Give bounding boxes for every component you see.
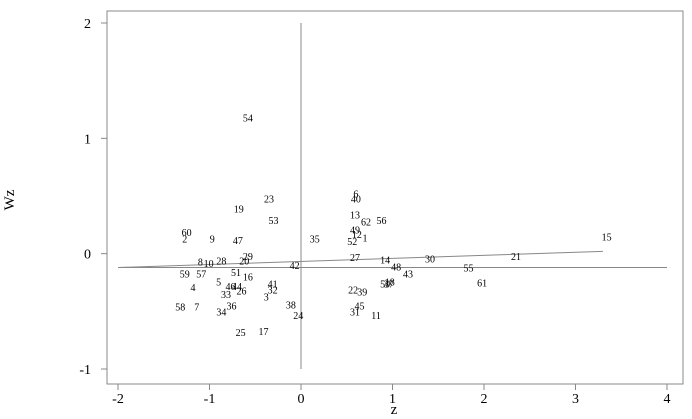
point-label-22: 22 <box>348 285 358 296</box>
point-label-24: 24 <box>293 311 303 322</box>
point-label-27: 27 <box>350 253 360 264</box>
point-label-29: 29 <box>243 252 253 263</box>
point-label-34: 34 <box>216 307 226 318</box>
y-tick-label: -1 <box>79 363 91 378</box>
point-label-42: 42 <box>290 261 300 272</box>
point-label-46: 46 <box>226 282 236 293</box>
point-label-17: 17 <box>258 327 268 338</box>
point-label-40: 40 <box>351 194 361 205</box>
point-label-55: 55 <box>463 264 473 275</box>
point-label-15: 15 <box>602 232 612 243</box>
point-label-10: 10 <box>204 259 214 270</box>
point-label-37: 37 <box>384 280 394 291</box>
point-label-25: 25 <box>236 328 246 339</box>
x-tick-label: -2 <box>112 392 124 407</box>
point-label-11: 11 <box>371 311 381 322</box>
point-label-12: 12 <box>352 230 362 241</box>
point-label-35: 35 <box>310 235 320 246</box>
x-axis: -2 -1 0 1 2 3 4 <box>112 384 671 407</box>
point-label-43: 43 <box>403 269 413 280</box>
point-label-49: 49 <box>350 225 360 236</box>
x-tick-label: 2 <box>481 392 488 407</box>
point-label-30: 30 <box>425 254 435 265</box>
x-tick-label: -1 <box>204 392 216 407</box>
point-label-21: 21 <box>511 252 521 263</box>
point-label-31: 31 <box>350 307 360 318</box>
point-label-2: 2 <box>182 235 187 246</box>
point-label-33: 33 <box>221 290 231 301</box>
point-label-62: 62 <box>361 217 371 228</box>
point-label-9: 9 <box>210 235 215 246</box>
point-label-51: 51 <box>231 268 241 279</box>
point-label-58: 58 <box>175 303 185 314</box>
x-tick-label: 0 <box>298 392 305 407</box>
point-label-50: 50 <box>380 280 390 291</box>
point-label-23: 23 <box>264 194 274 205</box>
point-label-5: 5 <box>216 277 221 288</box>
point-label-28: 28 <box>216 257 226 268</box>
point-label-61: 61 <box>477 279 487 290</box>
point-label-45: 45 <box>355 302 365 313</box>
point-label-53: 53 <box>269 216 279 227</box>
regression-line <box>117 250 603 269</box>
point-label-19: 19 <box>234 205 244 216</box>
x-tick-label: 4 <box>664 392 671 407</box>
point-label-38: 38 <box>286 300 296 311</box>
x-tick-label: 3 <box>572 392 579 407</box>
point-label-8: 8 <box>198 258 203 269</box>
reference-lines <box>118 23 667 369</box>
x-axis-label: z <box>391 402 398 418</box>
y-axis-label: Wz <box>2 189 18 210</box>
y-tick-label: 1 <box>84 132 91 147</box>
point-label-18: 18 <box>385 277 395 288</box>
point-label-16: 16 <box>243 273 253 284</box>
y-tick-label: 2 <box>84 17 91 32</box>
point-label-26: 26 <box>237 287 247 298</box>
point-label-52: 52 <box>347 237 357 248</box>
point-label-54: 54 <box>243 114 253 125</box>
point-label-1: 1 <box>363 234 368 245</box>
point-label-7: 7 <box>194 303 199 314</box>
y-axis: -1 0 1 2 <box>79 17 107 378</box>
point-label-57: 57 <box>196 269 206 280</box>
point-label-14: 14 <box>380 255 390 266</box>
y-tick-label: 0 <box>84 248 91 263</box>
point-label-48: 48 <box>391 262 401 273</box>
point-label-20: 20 <box>239 257 249 268</box>
point-label-39: 39 <box>357 288 367 299</box>
point-label-6: 6 <box>353 190 358 201</box>
point-label-41: 41 <box>268 280 278 291</box>
point-label-13: 13 <box>350 210 360 221</box>
point-label-3: 3 <box>264 292 269 303</box>
point-label-4: 4 <box>191 283 196 294</box>
x-tick-label: 1 <box>389 392 396 407</box>
fitted-line <box>117 250 603 269</box>
point-label-56: 56 <box>377 216 387 227</box>
point-label-36: 36 <box>226 302 236 313</box>
point-label-47: 47 <box>233 236 243 247</box>
point-label-44: 44 <box>232 282 242 293</box>
plot-frame <box>106 10 684 385</box>
point-label-32: 32 <box>268 285 278 296</box>
point-label-59: 59 <box>180 269 190 280</box>
point-label-60: 60 <box>182 228 192 239</box>
